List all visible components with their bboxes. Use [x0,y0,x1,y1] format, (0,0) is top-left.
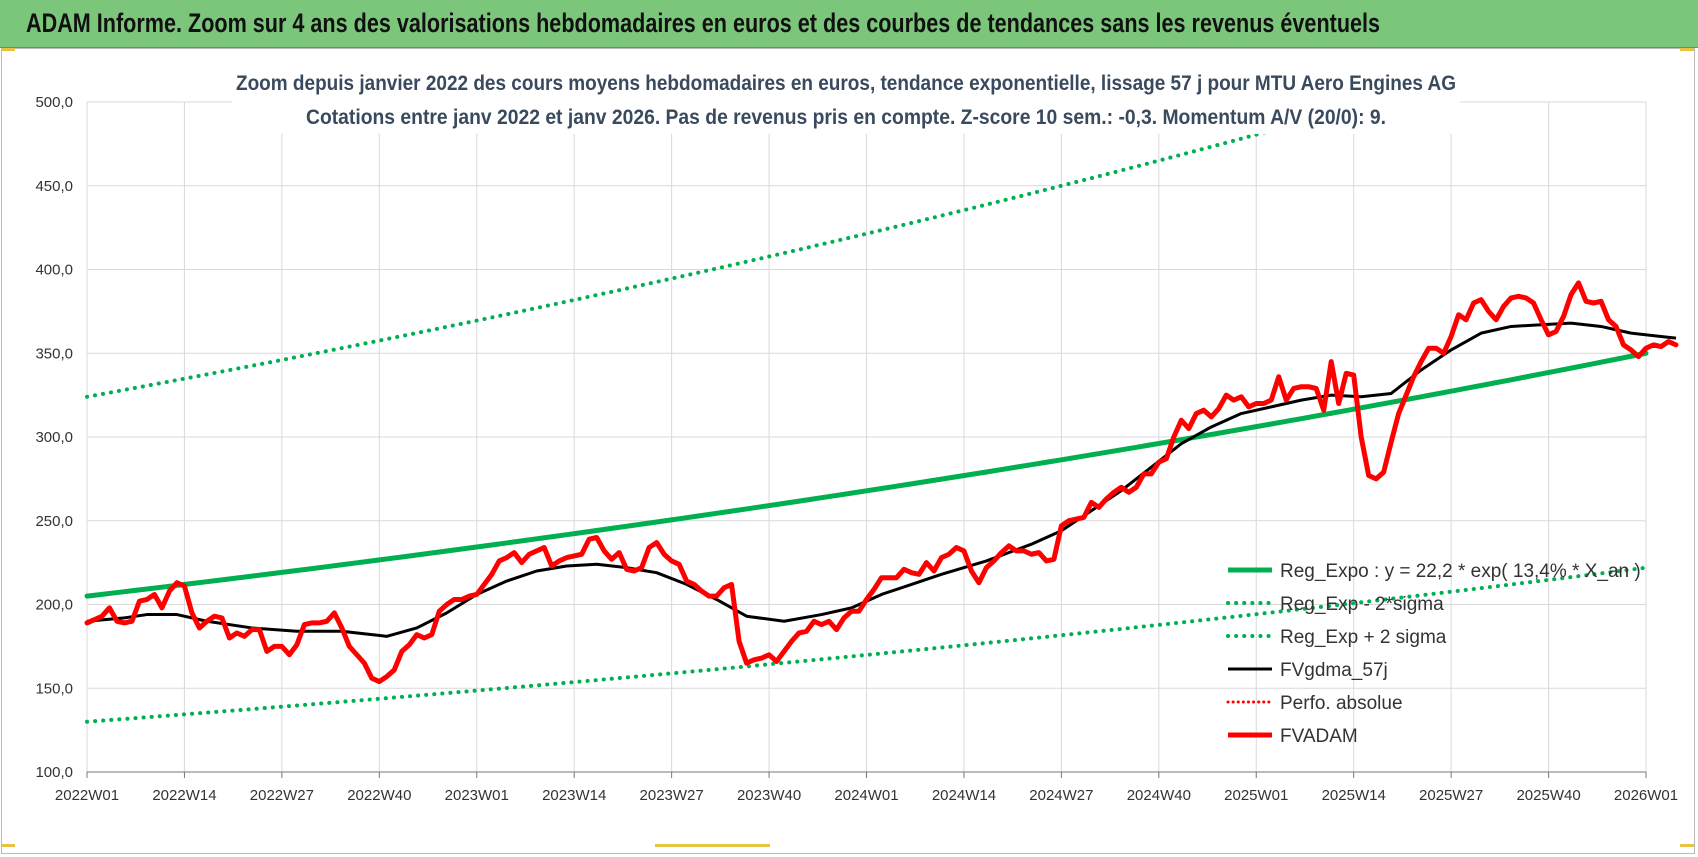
x-tick-label: 2025W27 [1419,787,1483,804]
x-tick-label: 2026W01 [1614,787,1678,804]
x-tick-label: 2024W40 [1127,787,1191,804]
page-title: ADAM Informe. Zoom sur 4 ans des valoris… [26,8,1381,38]
legend-label: Reg_Exp - 2*sigma [1280,594,1444,615]
x-tick-label: 2024W01 [834,787,898,804]
legend-label: Reg_Expo : y = 22,2 * exp( 13,4% * X_an … [1280,561,1641,582]
y-tick-label: 150,0 [35,680,73,697]
legend: Reg_Expo : y = 22,2 * exp( 13,4% * X_an … [1226,561,1641,747]
x-tick-label: 2022W27 [250,787,314,804]
series-fvgdma-57j [86,321,1677,638]
series-reg-minus-2sigma [85,565,1648,724]
x-tick-label: 2022W01 [55,787,119,804]
x-tick-label: 2025W14 [1322,787,1386,804]
x-tick-label: 2022W14 [152,787,216,804]
corner-marker-right [1680,48,1694,51]
legend-label: FVgdma_57j [1280,660,1388,681]
x-axis: 2022W01 2022W14 2022W27 2022W40 2023W01 2023W… [55,771,1678,804]
series-reg-plus-2sigma [85,90,1409,399]
corner-marker-left [1,48,15,51]
header-banner: ADAM Informe. Zoom sur 4 ans des valoris… [0,0,1698,48]
chart-frame [1,48,1695,854]
legend-label: FVADAM [1280,726,1358,747]
title-background [232,66,1460,134]
corner-marker-bottom-mid [655,844,770,847]
y-tick-label: 100,0 [35,764,73,781]
x-tick-label: 2025W40 [1516,787,1580,804]
corner-marker-bottom-left [1,844,15,847]
legend-label: Perfo. absolue [1280,693,1403,714]
y-tick-label: 300,0 [35,429,73,446]
grid-lines [86,101,1647,773]
series-fvadam [84,280,1679,685]
y-tick-label: 450,0 [35,178,73,195]
x-tick-label: 2025W01 [1224,787,1288,804]
y-axis: 100,0 150,0 200,0 250,0 300,0 350,0 400,0 450,0… [35,94,73,781]
y-tick-label: 350,0 [35,345,73,362]
series-group [84,90,1679,724]
y-tick-label: 400,0 [35,262,73,279]
legend-label: Reg_Exp + 2 sigma [1280,627,1447,648]
x-tick-label: 2023W27 [640,787,704,804]
x-tick-label: 2023W40 [737,787,801,804]
y-tick-label: 200,0 [35,597,73,614]
y-tick-label: 250,0 [35,513,73,530]
corner-marker-bottom-right [1680,844,1694,847]
chart-title-line1: Zoom depuis janvier 2022 des cours moyen… [236,72,1456,95]
x-tick-label: 2024W27 [1029,787,1093,804]
series-reg-expo [84,350,1649,599]
chart-title-line2: Cotations entre janv 2022 et janv 2026. … [306,106,1386,129]
x-tick-label: 2024W14 [932,787,996,804]
x-tick-label: 2023W14 [542,787,606,804]
x-tick-label: 2023W01 [445,787,509,804]
x-tick-label: 2022W40 [347,787,411,804]
y-tick-label: 500,0 [35,94,73,111]
